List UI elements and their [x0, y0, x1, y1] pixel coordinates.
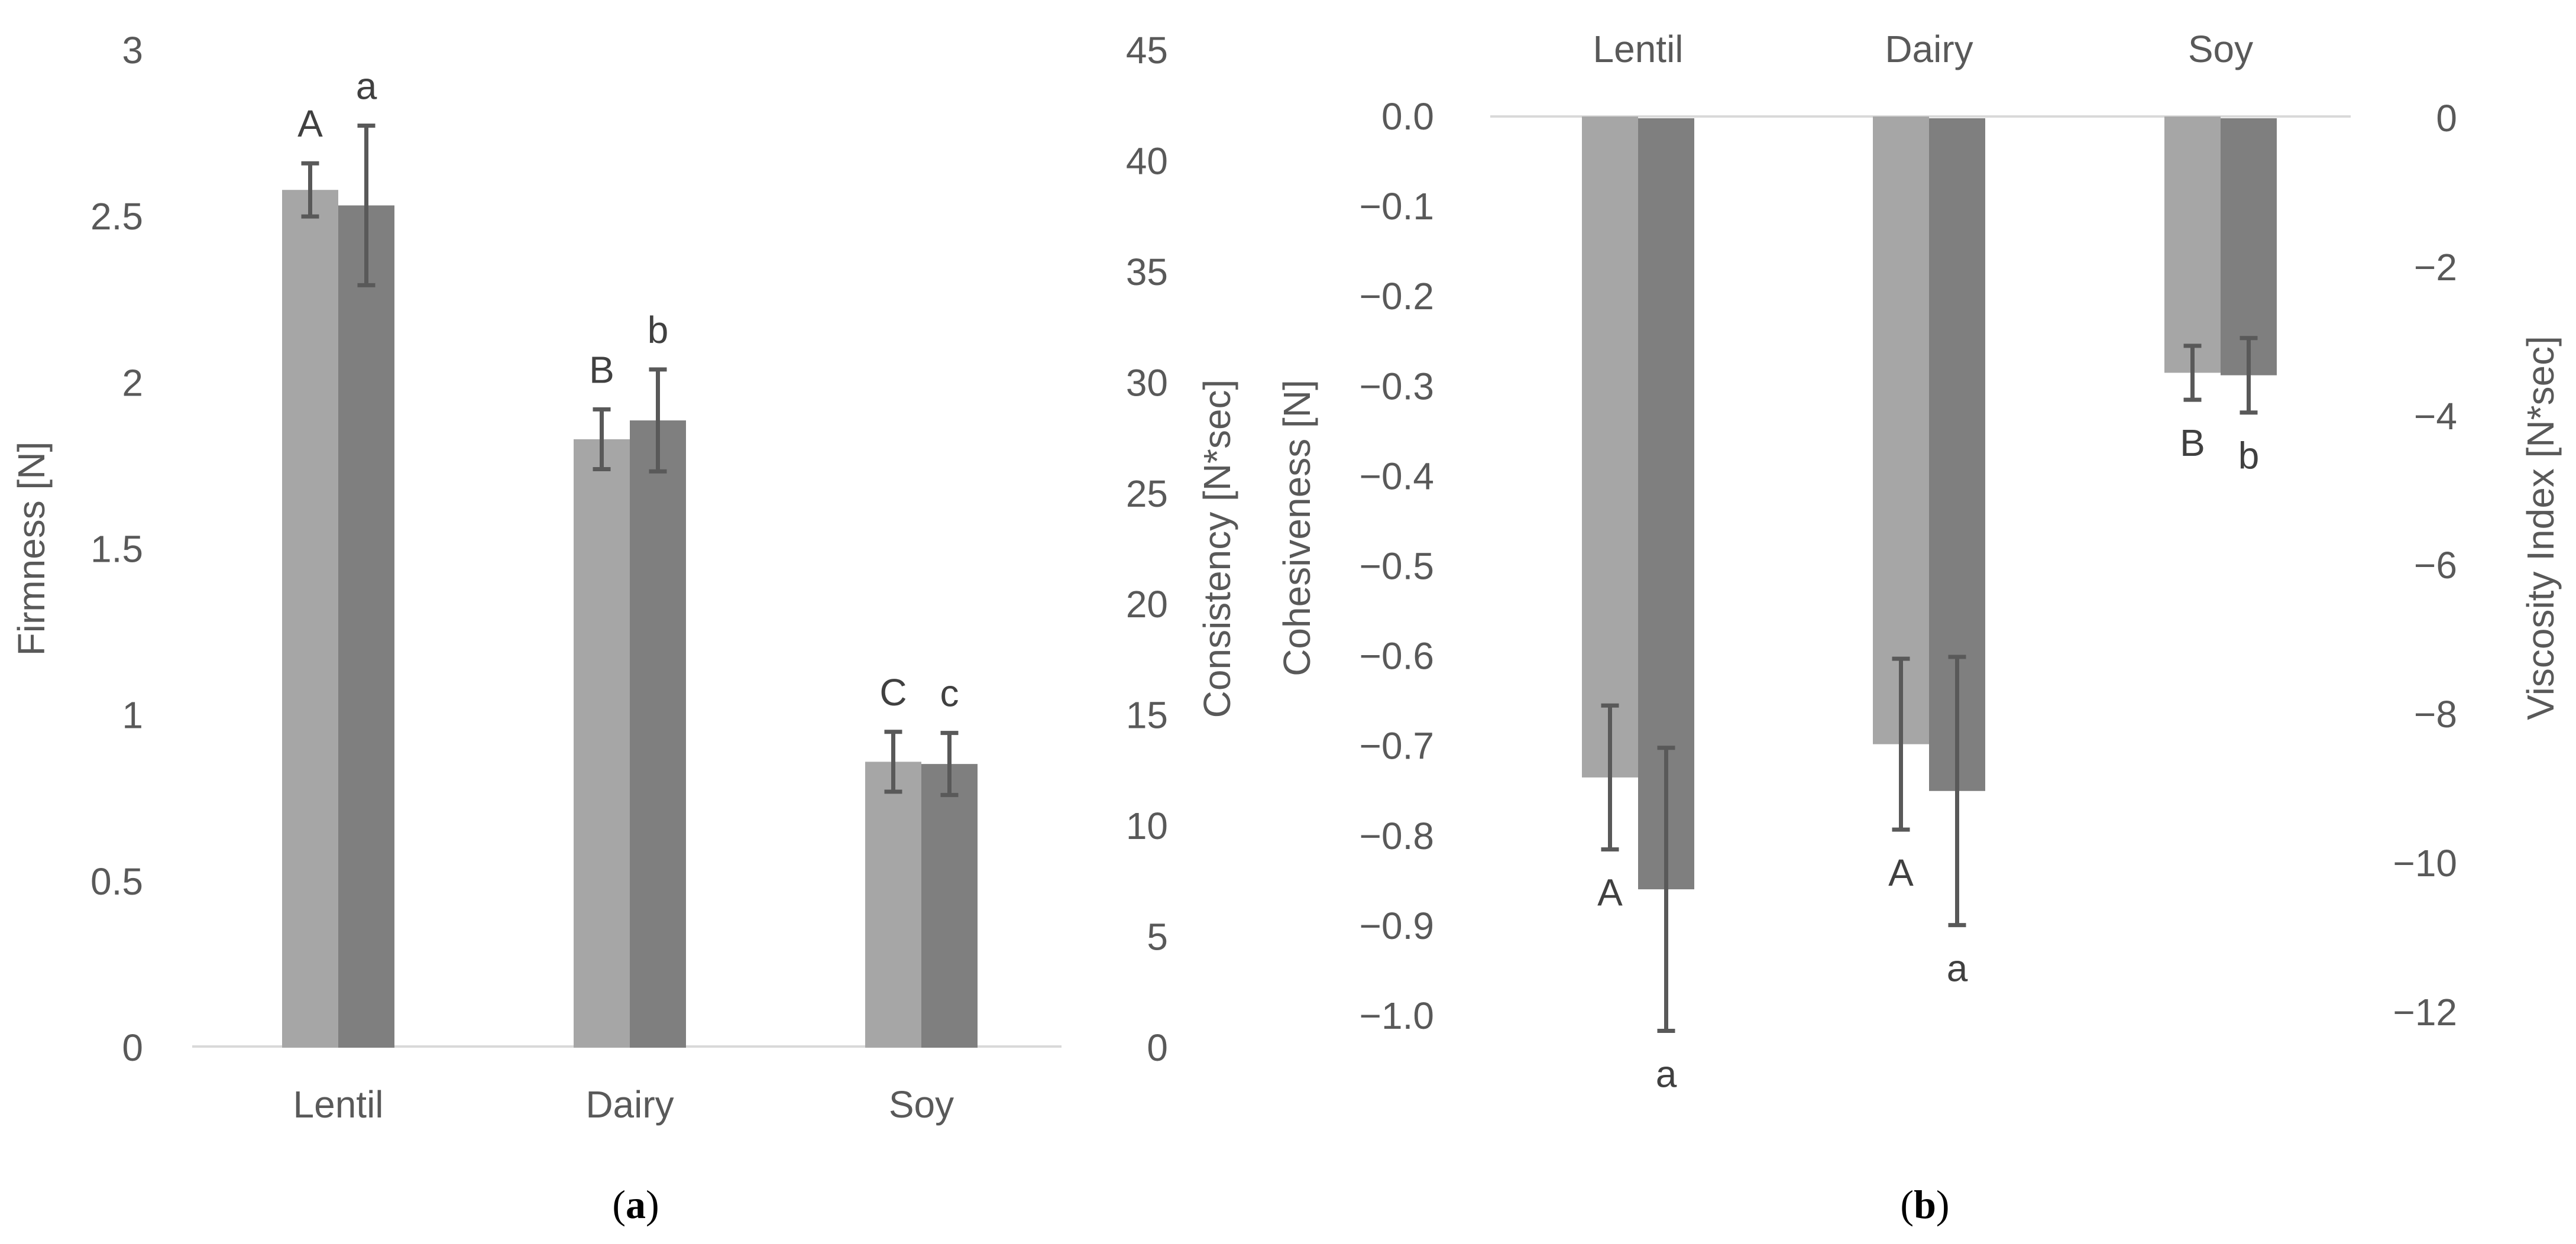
- category-label: Dairy: [1885, 28, 1973, 70]
- right-axis-tick-label: 45: [1126, 29, 1168, 72]
- significance-letter: A: [297, 102, 323, 145]
- left-axis-tick-label: −0.8: [1360, 815, 1434, 857]
- left-axis-tick-label: 3: [122, 29, 143, 72]
- category-label: Lentil: [293, 1083, 384, 1126]
- significance-letter: B: [589, 348, 614, 391]
- bar: [338, 205, 394, 1048]
- bar: [282, 190, 338, 1048]
- left-axis-tick-label: 2: [122, 361, 143, 404]
- category-label: Soy: [889, 1083, 954, 1126]
- right-axis-tick-label: 0: [1147, 1026, 1168, 1069]
- significance-letter: b: [648, 309, 669, 351]
- left-axis-tick-label: −0.6: [1360, 635, 1434, 678]
- significance-letter: c: [940, 672, 959, 715]
- bar: [865, 762, 921, 1048]
- bar: [1582, 116, 1638, 778]
- bar: [2221, 118, 2277, 375]
- left-axis-tick-label: 0.5: [90, 860, 143, 903]
- significance-letter: a: [1947, 947, 1968, 990]
- right-axis-tick-label: 5: [1147, 916, 1168, 958]
- left-axis-tick-label: 1.5: [90, 528, 143, 571]
- chart-panel-a: 00.511.522.53051015202530354045Firmness …: [10, 29, 1238, 1227]
- bar: [1873, 116, 1929, 744]
- bar: [921, 764, 978, 1048]
- right-axis-tick-label: 15: [1126, 694, 1168, 737]
- category-label: Lentil: [1593, 28, 1684, 70]
- left-axis-tick-label: −0.1: [1360, 185, 1434, 228]
- left-axis-tick-label: −1.0: [1360, 994, 1434, 1037]
- significance-letter: A: [1888, 851, 1914, 894]
- significance-letter: a: [1656, 1053, 1677, 1096]
- significance-letter: C: [879, 671, 907, 714]
- left-axis-tick-label: 1: [122, 694, 143, 737]
- left-axis-title: Firmness [N]: [10, 442, 53, 656]
- right-axis-tick-label: −2: [2414, 246, 2457, 289]
- chart-panel-b: 0.0 −0.1 −0.2 −0.3 −0.4 −0.5 −0.6 −0.7 −0.8 −0.9 −…: [1276, 28, 2562, 1227]
- left-axis-tick-label: −0.7: [1360, 725, 1434, 767]
- right-axis-title: Consistency [N*sec]: [1196, 380, 1238, 718]
- right-axis-tick-label: 30: [1126, 361, 1168, 404]
- right-axis-tick-label: −6: [2414, 544, 2457, 587]
- right-axis-tick-label: −8: [2414, 693, 2457, 736]
- left-axis-tick-label: 0.0: [1381, 95, 1434, 138]
- right-axis-tick-label: −12: [2393, 991, 2457, 1034]
- left-axis-tick-label: 2.5: [90, 195, 143, 238]
- significance-letter: b: [2238, 435, 2260, 477]
- right-axis-tick-label: −10: [2393, 842, 2457, 885]
- left-axis-title: Cohesiveness [N]: [1276, 380, 1318, 676]
- right-axis-tick-label: −4: [2414, 395, 2457, 438]
- significance-letter: a: [356, 64, 377, 107]
- left-axis-tick-label: −0.3: [1360, 365, 1434, 407]
- left-axis-tick-label: −0.2: [1360, 275, 1434, 318]
- bar: [2164, 116, 2221, 373]
- significance-letter: A: [1597, 872, 1623, 914]
- right-axis-tick-label: 20: [1126, 583, 1168, 626]
- panel-label: (a): [612, 1182, 659, 1227]
- left-axis-tick-label: −0.4: [1360, 455, 1434, 497]
- bar: [630, 420, 686, 1048]
- panel-label: (b): [1900, 1182, 1949, 1227]
- bar: [574, 439, 630, 1048]
- right-axis-tick-label: 35: [1126, 251, 1168, 293]
- category-label: Soy: [2188, 28, 2253, 70]
- left-axis-tick-label: 0: [122, 1026, 143, 1069]
- right-axis-title: Viscosity Index [N*sec]: [2519, 336, 2562, 720]
- right-axis-tick-label: 25: [1126, 472, 1168, 515]
- left-axis-tick-label: −0.5: [1360, 545, 1434, 588]
- right-axis-tick-label: 0: [2436, 97, 2457, 140]
- significance-letter: B: [2180, 422, 2205, 464]
- left-axis-tick-label: −0.9: [1360, 905, 1434, 947]
- right-axis-tick-label: 40: [1126, 140, 1168, 182]
- right-axis-tick-label: 10: [1126, 805, 1168, 847]
- category-label: Dairy: [585, 1083, 674, 1126]
